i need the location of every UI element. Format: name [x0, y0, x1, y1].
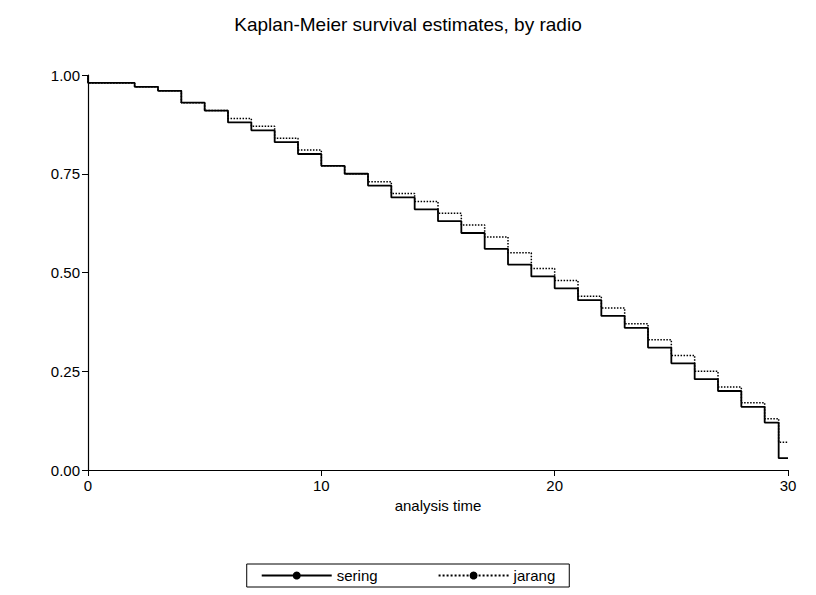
svg-text:0.00: 0.00	[51, 462, 80, 479]
svg-text:1.00: 1.00	[51, 67, 80, 84]
svg-text:0.50: 0.50	[51, 264, 80, 281]
svg-text:30: 30	[780, 477, 797, 494]
svg-text:0: 0	[84, 477, 92, 494]
svg-text:sering: sering	[337, 567, 378, 584]
svg-text:jarang: jarang	[513, 567, 556, 584]
svg-text:0.75: 0.75	[51, 165, 80, 182]
svg-text:analysis time: analysis time	[395, 497, 482, 514]
svg-text:0.25: 0.25	[51, 363, 80, 380]
svg-text:20: 20	[546, 477, 563, 494]
svg-text:Kaplan-Meier survival estimate: Kaplan-Meier survival estimates, by radi…	[234, 14, 581, 35]
svg-text:10: 10	[313, 477, 330, 494]
